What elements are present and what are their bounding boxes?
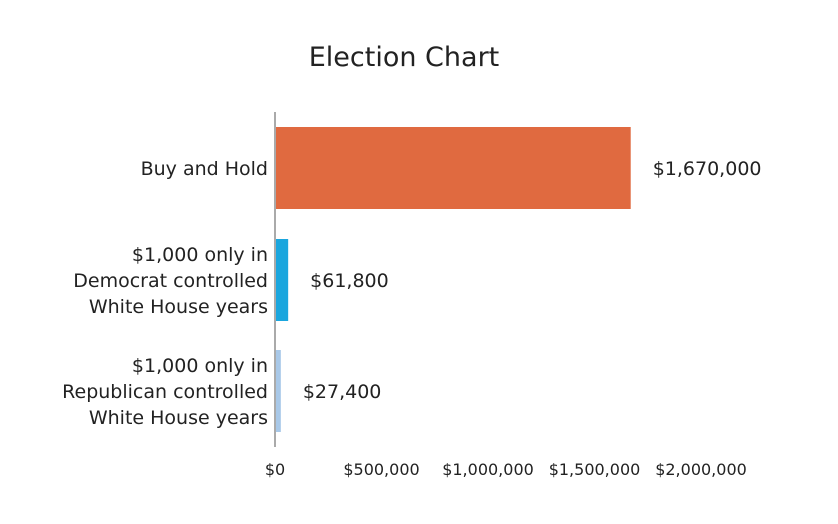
chart-title: Election Chart bbox=[309, 42, 500, 73]
x-tick-label-1: $0 bbox=[265, 460, 285, 479]
category-label-1-line-1: Buy and Hold bbox=[141, 158, 268, 180]
value-labels: $1,670,000 $61,800 $27,400 bbox=[303, 158, 762, 403]
x-tick-label-5: $2,000,000 bbox=[655, 460, 747, 479]
bar-1 bbox=[275, 127, 631, 209]
category-label-2-line-1: $1,000 only in bbox=[132, 244, 268, 266]
bar-2 bbox=[275, 239, 289, 321]
value-label-3: $27,400 bbox=[303, 381, 382, 403]
x-axis-tick-labels: $0 $500,000 $1,000,000 $1,500,000 $2,000,000 bbox=[265, 460, 747, 479]
bar-3 bbox=[275, 350, 281, 432]
value-label-1: $1,670,000 bbox=[653, 158, 762, 180]
value-label-2: $61,800 bbox=[310, 270, 389, 292]
category-labels: Buy and Hold $1,000 only in Democrat contr… bbox=[62, 158, 268, 429]
x-tick-label-2: $500,000 bbox=[343, 460, 419, 479]
x-tick-label-3: $1,000,000 bbox=[442, 460, 534, 479]
x-tick-label-4: $1,500,000 bbox=[549, 460, 641, 479]
category-label-3-line-3: White House years bbox=[89, 407, 268, 429]
bar-group bbox=[275, 127, 631, 432]
category-label-2-line-3: White House years bbox=[89, 296, 268, 318]
category-label-3-line-1: $1,000 only in bbox=[132, 355, 268, 377]
category-label-3-line-2: Republican controlled bbox=[62, 381, 268, 403]
category-label-2-line-2: Democrat controlled bbox=[73, 270, 268, 292]
